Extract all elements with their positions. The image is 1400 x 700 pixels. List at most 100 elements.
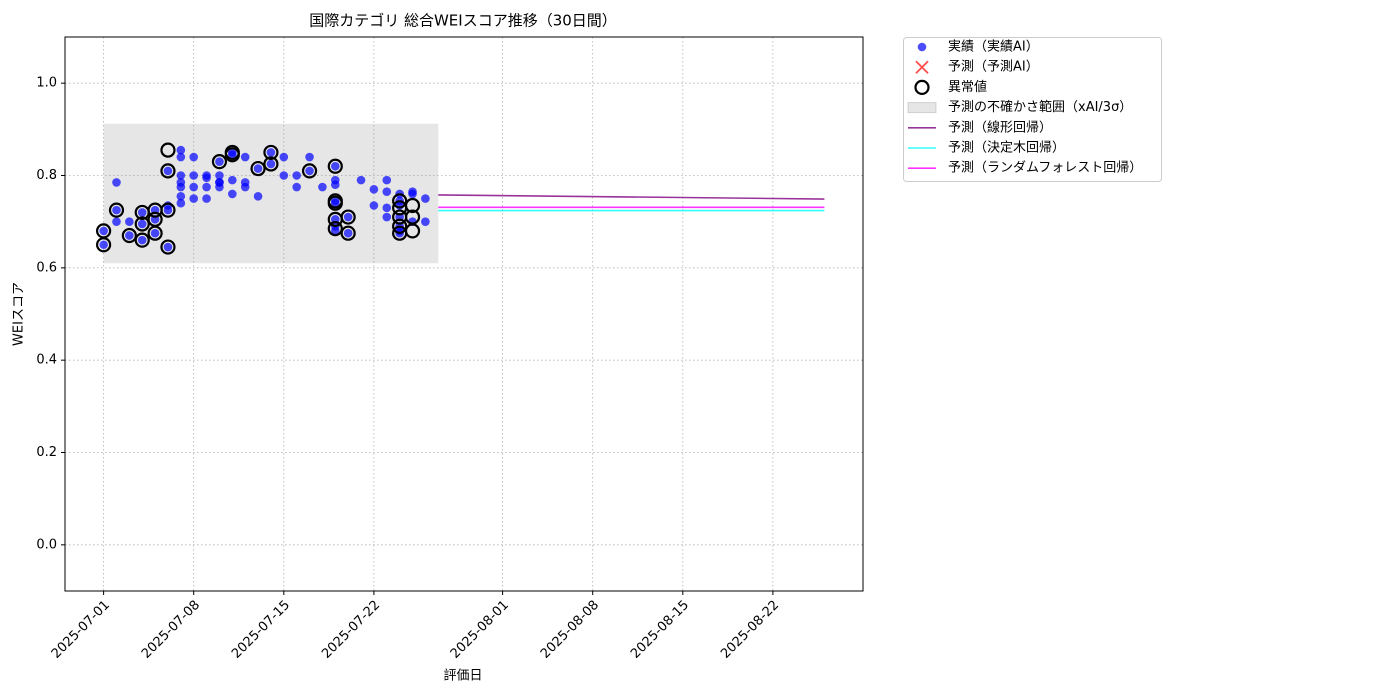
data-point [121, 227, 137, 244]
data-point [202, 173, 211, 183]
data-point [263, 144, 279, 161]
data-point [340, 209, 356, 225]
data-point [408, 187, 417, 196]
data-point [215, 157, 224, 166]
data-point [327, 220, 343, 237]
data-point [160, 239, 176, 255]
data-point [163, 166, 173, 176]
x-tick-label: 2025-07-01 [49, 598, 113, 662]
data-point [369, 185, 379, 194]
data-point [163, 242, 173, 252]
data-point [340, 225, 356, 241]
data-point [176, 152, 186, 162]
data-point [327, 193, 343, 209]
x-tick-label: 2025-07-08 [139, 598, 203, 662]
data-point [96, 223, 112, 239]
data-point [112, 178, 121, 187]
y-tick-label: 0.4 [36, 353, 57, 368]
data-point [266, 148, 276, 157]
data-point [125, 217, 134, 226]
data-point [305, 166, 314, 176]
data-point [211, 154, 228, 170]
y-tick-label: 0.6 [36, 260, 57, 275]
data-point [292, 182, 301, 192]
data-point [330, 196, 340, 206]
data-point [404, 223, 421, 239]
legend-label: 予測（ランダムフォレスト回帰） [948, 160, 1142, 176]
data-point [228, 189, 237, 199]
x-tick-label: 2025-07-22 [319, 598, 383, 662]
data-point [330, 180, 340, 190]
uncertainty-band [103, 123, 439, 264]
x-tick-label: 2025-08-22 [718, 598, 782, 662]
data-point [189, 194, 199, 203]
data-point [240, 152, 250, 162]
data-point [318, 182, 327, 192]
data-point [250, 160, 266, 177]
legend-label: 実績（実績AI） [948, 39, 1039, 55]
data-point [163, 205, 173, 215]
data-point [356, 175, 366, 185]
data-point [137, 219, 147, 229]
data-point [228, 150, 237, 160]
data-point [108, 202, 125, 218]
data-point [215, 171, 224, 180]
legend-marker [917, 42, 927, 52]
data-point [253, 164, 263, 173]
y-axis-label: WEIスコア [12, 282, 27, 346]
data-point [305, 152, 314, 162]
legend-marker [915, 60, 929, 74]
plot-frame [64, 36, 864, 592]
data-point [150, 228, 160, 238]
data-point [137, 235, 147, 245]
data-point [253, 191, 263, 201]
data-point [215, 182, 224, 192]
data-point [392, 193, 408, 209]
x-axis-label: 評価日 [443, 669, 482, 684]
data-point [176, 191, 186, 201]
data-point [263, 156, 279, 172]
data-point [99, 226, 108, 236]
forecast-line [438, 194, 825, 200]
data-point [160, 202, 176, 218]
data-point [176, 198, 186, 208]
data-point [112, 205, 121, 215]
data-point [160, 163, 176, 179]
data-point [202, 194, 211, 203]
data-point [112, 217, 121, 226]
x-tick-label: 2025-08-15 [628, 598, 692, 662]
data-point [176, 145, 186, 155]
data-point [421, 194, 430, 203]
data-point [189, 171, 199, 180]
data-point [279, 171, 289, 180]
data-point [202, 182, 211, 192]
data-point [147, 225, 163, 241]
x-marker [915, 60, 929, 74]
legend-label: 予測（決定木回帰） [948, 140, 1065, 156]
data-point [134, 232, 150, 248]
x-tick-label: 2025-08-08 [538, 598, 602, 662]
data-point [369, 201, 379, 210]
y-tick-label: 0.0 [36, 537, 57, 552]
data-point [134, 216, 150, 232]
x-tick-label: 2025-07-15 [229, 598, 293, 662]
data-point [160, 142, 176, 158]
legend-label: 異常値 [948, 79, 987, 95]
data-point [176, 178, 186, 187]
data-point [382, 212, 392, 222]
data-point [189, 152, 199, 162]
data-point [240, 178, 250, 187]
data-point [382, 203, 392, 213]
data-point [189, 182, 199, 192]
legend-swatch [907, 102, 937, 114]
legend-box [903, 37, 1162, 182]
data-point [301, 163, 318, 179]
data-point [330, 161, 340, 171]
data-point [224, 147, 240, 163]
data-point [292, 171, 301, 180]
legend-label: 予測の不確かさ範囲（xAI/3σ） [948, 99, 1132, 115]
x-tick-label: 2025-08-01 [448, 598, 512, 662]
legend-label: 予測（線形回帰） [948, 119, 1052, 135]
legend-marker [914, 79, 930, 96]
